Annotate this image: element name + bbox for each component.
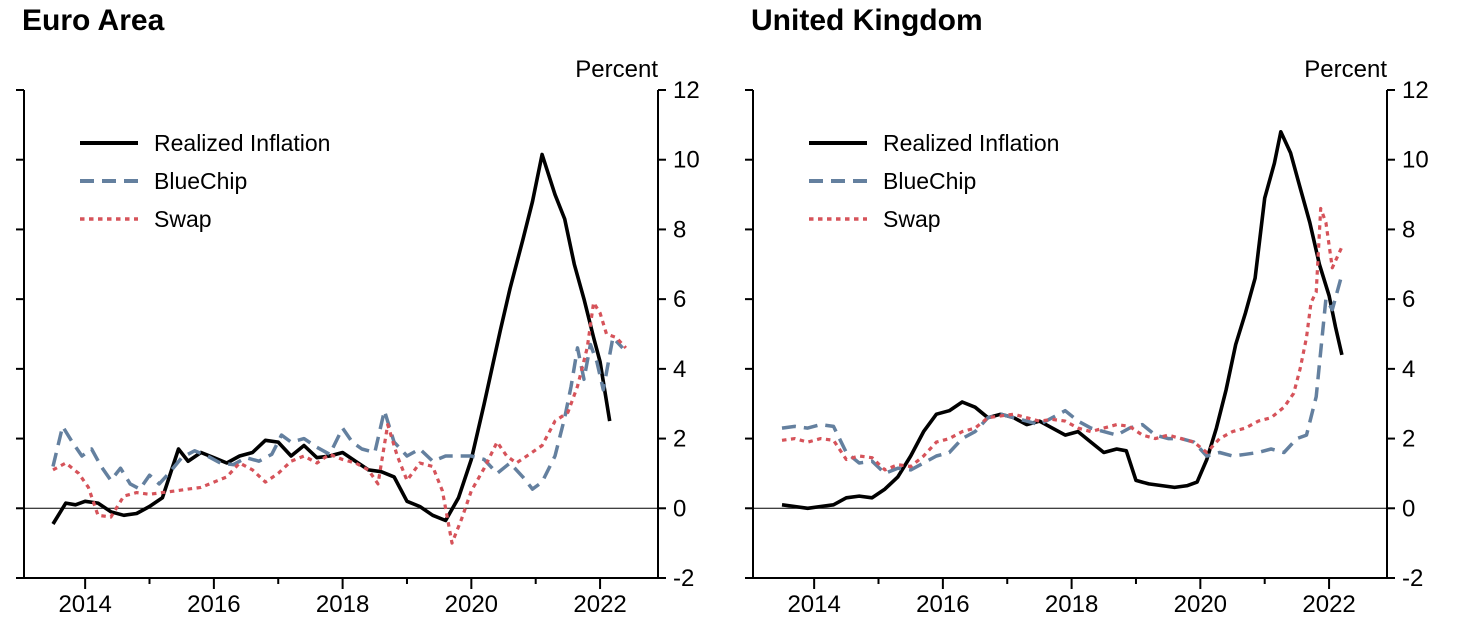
y-tick-label: 10 xyxy=(1402,147,1429,174)
x-tick-label: 2022 xyxy=(1302,591,1355,618)
legend-swatch xyxy=(80,179,138,183)
legend-item-bluechip: BlueChip xyxy=(80,162,330,200)
legend-item-realized-inflation: Realized Inflation xyxy=(809,124,1059,162)
legend-label: Swap xyxy=(883,205,941,232)
x-tick-label: 2014 xyxy=(787,591,840,618)
x-tick-label: 2022 xyxy=(573,591,626,618)
series-line-bluechip xyxy=(781,274,1344,476)
y-tick-label: 10 xyxy=(673,147,700,174)
y-tick-label: 6 xyxy=(1402,286,1415,313)
legend-label: Realized Inflation xyxy=(883,129,1060,156)
legend-swatch xyxy=(80,141,138,145)
y-tick-label: -2 xyxy=(1402,565,1423,592)
legend-item-swap: Swap xyxy=(809,200,1059,238)
y-tick-label: 2 xyxy=(673,426,686,453)
y-tick-label: 12 xyxy=(673,77,700,104)
x-tick-label: 2014 xyxy=(58,591,111,618)
series-line-realized-inflation xyxy=(781,130,1344,511)
y-tick-label: 6 xyxy=(673,286,686,313)
y-tick-label: 0 xyxy=(673,495,686,522)
series-line-swap xyxy=(781,206,1344,472)
series-line-realized-inflation xyxy=(51,152,612,525)
united-kingdom-panel: United Kingdom Percent -2 0 2 4 6 8 10 12 2014 20… xyxy=(729,0,1457,620)
euro-area-percent-label: Percent xyxy=(575,56,658,83)
legend-swatch xyxy=(809,141,867,145)
x-tick-label: 2016 xyxy=(916,591,969,618)
legend-swatch xyxy=(80,217,138,221)
y-tick-label: 12 xyxy=(1402,77,1429,104)
y-tick-label: 2 xyxy=(1402,426,1415,453)
legend-label: BlueChip xyxy=(154,167,248,194)
euro-area-panel: Euro Area Percent -2 0 2 4 6 8 10 12 2014 2016 201… xyxy=(0,0,728,620)
y-tick-label: 8 xyxy=(1402,216,1415,243)
series-line-bluechip xyxy=(51,335,624,491)
legend-item-swap: Swap xyxy=(80,200,330,238)
x-tick-label: 2020 xyxy=(1174,591,1227,618)
euro-area-chart-title: Euro Area xyxy=(22,4,165,37)
y-tick-label: 4 xyxy=(1402,356,1415,383)
united-kingdom-chart-title: United Kingdom xyxy=(751,4,983,37)
x-tick-label: 2018 xyxy=(316,591,369,618)
united-kingdom-percent-label: Percent xyxy=(1304,56,1387,83)
y-tick-label: 4 xyxy=(673,356,686,383)
y-tick-label: -2 xyxy=(673,565,694,592)
y-tick-label: 0 xyxy=(1402,495,1415,522)
legend-swatch xyxy=(809,179,867,183)
legend-label: BlueChip xyxy=(883,167,977,194)
x-tick-label: 2020 xyxy=(445,591,498,618)
euro-area-chart: -2 0 2 4 6 8 10 12 2014 2016 2018 2020 2022 xyxy=(16,77,700,618)
united-kingdom-chart: -2 0 2 4 6 8 10 12 2014 2016 2018 2020 2022 xyxy=(745,77,1429,618)
legend-item-realized-inflation: Realized Inflation xyxy=(80,124,330,162)
legend-swatch xyxy=(809,217,867,221)
x-tick-label: 2018 xyxy=(1045,591,1098,618)
legend-label: Realized Inflation xyxy=(154,129,331,156)
legend-label: Swap xyxy=(154,205,212,232)
united-kingdom-legend: Realized Inflation BlueChip Swap xyxy=(809,124,1059,238)
y-tick-label: 8 xyxy=(673,216,686,243)
legend-item-bluechip: BlueChip xyxy=(809,162,1059,200)
series-line-swap xyxy=(52,301,627,545)
x-tick-label: 2016 xyxy=(187,591,240,618)
euro-area-legend: Realized Inflation BlueChip Swap xyxy=(80,124,330,238)
